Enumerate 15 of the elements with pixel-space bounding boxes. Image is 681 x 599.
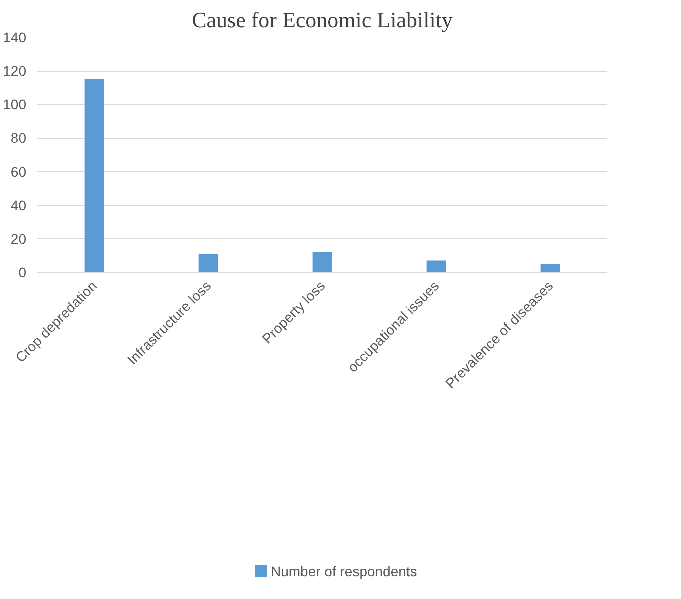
bar — [198, 254, 218, 272]
legend-label: Number of respondents — [271, 563, 418, 580]
y-tick-label: 80 — [10, 130, 27, 146]
y-tick-label: 60 — [10, 164, 27, 180]
bar — [312, 252, 332, 272]
bar — [84, 79, 104, 272]
y-tick-label: 0 — [18, 264, 27, 280]
y-tick-label: 120 — [3, 63, 27, 80]
chart-title: Cause for Economic Liability — [192, 8, 453, 32]
bar — [540, 264, 560, 272]
y-tick-label: 140 — [3, 30, 27, 46]
y-tick-label: 100 — [3, 96, 27, 113]
bar — [426, 260, 446, 272]
y-tick-label: 40 — [10, 197, 27, 214]
y-tick-label: 20 — [10, 230, 27, 247]
